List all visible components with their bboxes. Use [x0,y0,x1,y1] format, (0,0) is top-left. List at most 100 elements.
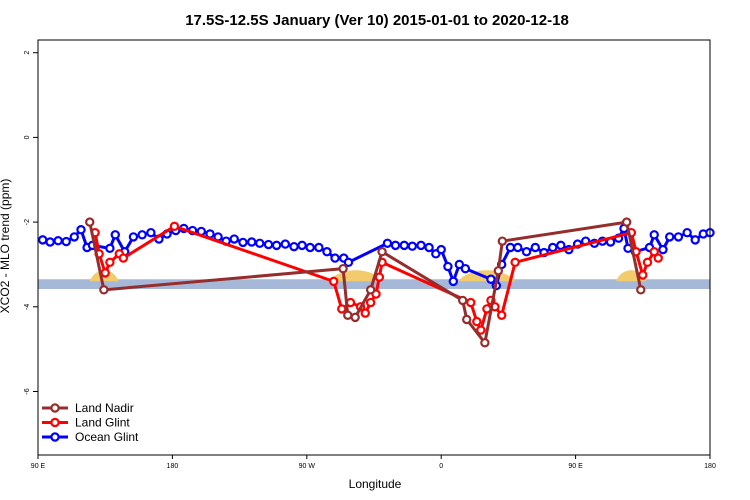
data-point [649,230,659,240]
x-tick-label: 90 E [568,463,583,470]
data-point [99,285,109,295]
data-point [289,241,299,252]
data-point [365,297,376,308]
data-point [69,232,79,242]
legend-marker [50,417,60,428]
data-point [472,316,482,327]
data-point [510,257,520,268]
data-point [466,297,476,308]
data-point [642,257,653,268]
data-point [255,238,265,248]
data-point [682,227,692,238]
legend-marker [50,403,60,413]
y-axis: 2 0 -2 -4 -6 [24,51,38,395]
data-point [374,272,385,282]
data-point [649,247,659,257]
x-tick-label: 90 W [299,463,316,470]
data-point [45,237,55,247]
chart-title: 17.5S-12.5S January (Ver 10) 2015-01-01 … [185,12,569,29]
data-point [416,240,426,251]
data-point [305,242,315,253]
data-point [338,263,348,274]
y-axis-label: XCO2 - MLO trend (ppm) [0,179,12,314]
data-point [530,242,540,253]
data-point [322,247,332,257]
data-point [664,232,675,242]
data-point [297,240,307,251]
data-point [462,314,472,325]
data-point [38,235,48,245]
reference-band [38,279,710,289]
data-point [458,295,468,306]
data-point [548,242,558,253]
data-point [460,263,471,274]
data-point [61,236,71,247]
x-tick-label: 90 E [31,463,46,470]
data-point [690,235,700,245]
series-land-glint [90,221,663,335]
data-point [493,266,504,276]
data-point [146,227,156,238]
data-point [314,242,324,253]
x-axis-label: Longitude [349,477,402,491]
legend-label: Land Glint [75,416,130,430]
y-tick-label: -4 [24,304,31,310]
data-point [328,276,339,287]
data-point [454,259,465,270]
data-point [480,338,490,348]
data-point [271,240,282,251]
data-point [638,270,648,280]
data-point [513,242,523,253]
data-point [263,239,274,250]
data-point [621,217,632,227]
data-point [53,236,63,246]
data-point [360,308,370,318]
data-point [76,225,86,235]
data-point [443,261,453,272]
series-group [38,217,715,348]
data-point [238,237,248,248]
data-point [448,276,458,287]
data-point [365,285,376,295]
data-point [377,247,387,257]
data-point [407,241,418,251]
data-point [350,312,360,323]
data-point [118,253,129,263]
data-point [436,244,446,255]
data-point [100,268,110,278]
data-point [229,234,239,244]
legend-item-land-glint: Land Glint [42,416,130,430]
data-point [382,238,393,248]
data-point [343,310,353,320]
series-line [88,220,643,345]
data-point [337,304,347,314]
legend-label: Ocean Glint [75,430,139,444]
y-tick-label: 0 [24,135,31,139]
data-point [246,237,257,247]
data-point [128,232,139,242]
data-point [280,239,290,249]
data-point [343,257,354,268]
data-point [399,240,409,251]
y-tick-label: 2 [24,51,31,55]
y-tick-label: -6 [24,388,31,394]
data-point [521,247,532,257]
x-tick-label: 180 [704,463,716,470]
x-tick-label: 180 [167,463,179,470]
x-tick-label: 0 [439,463,443,470]
legend-item-ocean-glint: Ocean Glint [42,430,139,444]
data-point [105,257,115,268]
data-point [673,232,684,242]
series-land-nadir [85,217,646,348]
data-point [496,310,507,320]
reference-band-rect [38,279,710,289]
data-point [497,236,508,246]
data-point [330,253,340,263]
data-point [556,240,566,251]
plot-frame [37,39,711,456]
data-point [85,217,95,227]
legend-item-land-nadir: Land Nadir [42,401,134,415]
y-tick-label: -2 [24,219,31,225]
